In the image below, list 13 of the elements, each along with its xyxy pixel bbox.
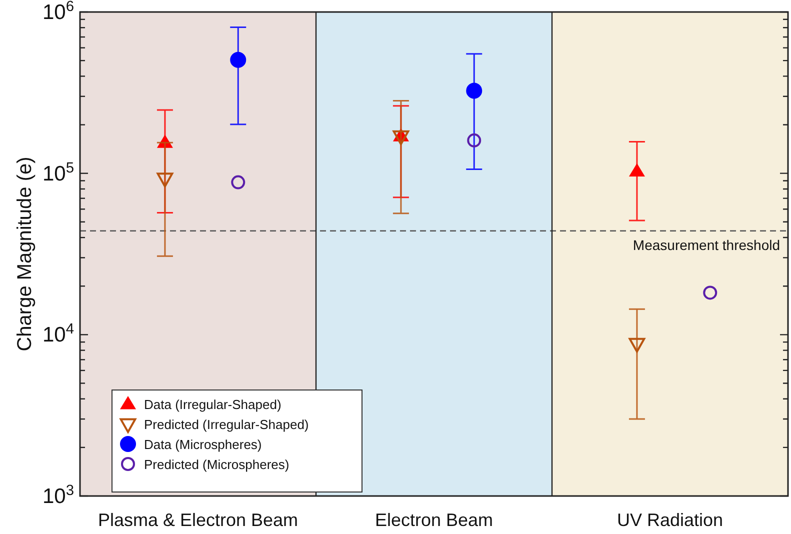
x-tick-label: Electron Beam [374,510,494,530]
legend-label: Data (Microspheres) [144,437,262,452]
legend-label: Predicted (Microspheres) [144,457,290,472]
y-tick-label: 10$^{5}$ [42,160,74,186]
y-axis-title: Charge Magnitude (e) [14,156,36,352]
legend-label: Data (Irregular-Shaped) [144,397,282,412]
x-tick-label: UV Radiation [616,510,724,530]
y-tick-label: 10$^{6}$ [42,0,74,24]
y-tick-label: 10$^{4}$ [42,322,74,347]
legend-label: Predicted (Irregular-Shaped) [144,417,309,432]
y-tick-label: 10$^{3}$ [42,483,74,508]
ref-line-label: Measurement threshold [632,236,780,253]
x-tick-label: Plasma & Electron Beam [98,510,298,530]
